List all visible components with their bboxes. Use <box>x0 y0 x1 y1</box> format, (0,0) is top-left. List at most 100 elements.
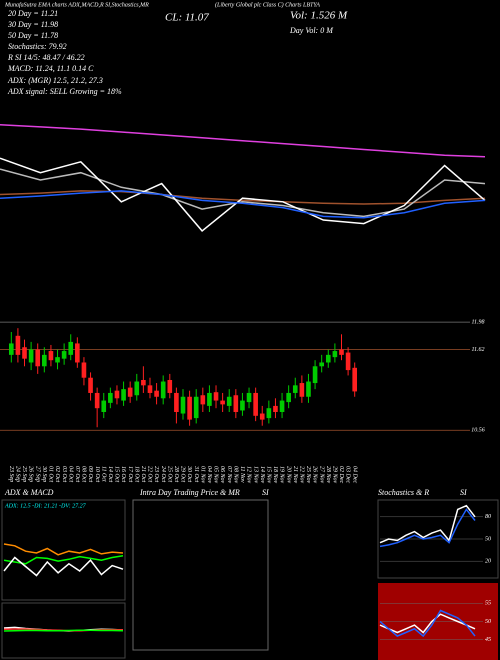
y-tick-label: 55 <box>485 601 491 607</box>
series-line <box>379 504 476 544</box>
candle-body <box>101 400 107 412</box>
stat: ADX: (MGR) 12.5, 21.2, 27.3 <box>7 76 103 85</box>
candle-body <box>42 354 47 367</box>
candle-body <box>319 362 324 367</box>
x-tick-label: 31 Oct <box>193 465 199 482</box>
series-line <box>0 157 486 232</box>
candle-body <box>154 390 159 397</box>
candle-body <box>187 396 192 420</box>
candle-body <box>88 377 93 393</box>
x-tick-label: 29 Nov <box>332 466 338 484</box>
x-tick-label: 21 Nov <box>292 466 298 484</box>
intraday-panel <box>132 499 269 651</box>
x-tick-label: 28 Nov <box>325 466 331 484</box>
adx-label: ADX: 12.5 -DI: 21.21 -DV: 27.27 <box>4 503 87 509</box>
candle-body <box>312 366 318 384</box>
stat: MACD: 11.24, 11.1 0.14 C <box>7 64 94 73</box>
stat: R SI 14/5: 48.47 / 46.22 <box>7 53 85 62</box>
x-tick-label: 05 Nov <box>213 466 219 484</box>
candle-body <box>213 392 219 401</box>
x-tick-label: 30 Sep <box>41 465 47 482</box>
x-tick-label: 18 Nov <box>272 466 278 484</box>
candle-body <box>180 396 186 414</box>
candle-body <box>28 349 34 363</box>
candle-body <box>286 392 291 403</box>
panel-title: SI <box>460 488 467 497</box>
y-tick-label: 10.56 <box>471 428 485 434</box>
stat: 50 Day = 11.78 <box>8 31 58 40</box>
x-tick-label: 15 Nov <box>265 466 271 484</box>
candle-body <box>273 405 278 412</box>
x-tick-label: 26 Sep <box>28 466 34 482</box>
candle-body <box>259 413 265 420</box>
y-tick-label: 80 <box>485 514 491 520</box>
x-tick-label: 23 Sep <box>8 466 14 482</box>
x-tick-label: 01 Nov <box>199 466 205 484</box>
candle-body <box>61 351 67 359</box>
panel-title: SI <box>262 488 269 497</box>
candle-body <box>121 389 126 401</box>
x-tick-label: 24 Oct <box>160 466 167 482</box>
candle-body <box>108 392 113 403</box>
y-tick-label: 50 <box>485 536 491 542</box>
macd-panel <box>1 602 126 659</box>
x-tick-label: 02 Dec <box>338 466 344 483</box>
candle-body <box>193 396 199 419</box>
candle-body <box>147 385 153 393</box>
x-tick-label: 15 Oct <box>114 466 120 482</box>
x-tick-label: 16 Oct <box>120 466 126 482</box>
candle-body <box>141 380 146 386</box>
x-tick-label: 24 Sep <box>15 466 22 482</box>
y-tick-label: 45 <box>485 636 491 643</box>
x-tick-label: 08 Nov <box>232 466 238 484</box>
candle-body <box>68 341 74 355</box>
x-tick-label: 28 Oct <box>173 466 179 482</box>
candle-body <box>8 343 14 355</box>
x-tick-label: 21 Oct <box>140 466 146 482</box>
series-line <box>0 123 486 158</box>
series-line <box>3 556 124 577</box>
x-tick-label: 29 Oct <box>180 466 186 482</box>
candle-body <box>160 381 166 399</box>
y-tick-label: 20 <box>485 559 491 565</box>
stat: 30 Day = 11.98 <box>7 20 58 29</box>
x-tick-label: 07 Oct <box>74 466 80 482</box>
x-tick-label: 22 Oct <box>147 466 153 482</box>
candle-body <box>174 392 179 412</box>
series-line <box>3 543 124 556</box>
x-tick-label: 23 Oct <box>153 466 159 482</box>
x-tick-label: 27 Nov <box>318 466 324 484</box>
candle-body <box>167 380 173 393</box>
series-line <box>3 554 124 565</box>
x-tick-label: 04 Oct <box>67 466 74 482</box>
candle-body <box>325 354 331 363</box>
x-tick-label: 22 Nov <box>298 466 304 484</box>
x-tick-label: 07 Nov <box>226 466 232 484</box>
x-tick-label: 11 Nov <box>239 466 245 483</box>
x-tick-label: 09 Oct <box>87 466 93 482</box>
candle-body <box>15 335 21 355</box>
x-tick-label: 08 Oct <box>81 466 87 482</box>
x-tick-label: 25 Sep <box>21 466 27 482</box>
x-tick-label: 06 Nov <box>219 466 225 484</box>
x-tick-label: 20 Nov <box>285 466 291 484</box>
y-tick-label: 11.62 <box>471 347 484 353</box>
x-tick-label: 11 Oct <box>100 466 106 482</box>
close-price: CL: 11.07 <box>165 12 209 24</box>
x-tick-label: 12 Nov <box>246 466 252 484</box>
stat: Stochastics: 79.92 <box>8 42 67 51</box>
panel-title: Stochastics & R <box>378 488 429 497</box>
candle-body <box>266 408 272 419</box>
adx-panel <box>1 499 126 601</box>
x-tick-label: 30 Oct <box>186 465 192 482</box>
y-tick-label: 11.98 <box>471 319 484 325</box>
candle-body <box>253 392 258 416</box>
header-left: MunafaSutra EMA charts ADX,MACD,R SI,Sto… <box>4 1 149 8</box>
volume: Vol: 1.526 M <box>290 10 348 22</box>
header-right: (Liberty Global plc Class C) Charts LBTY… <box>215 1 320 8</box>
x-tick-label: 19 Nov <box>279 466 285 484</box>
candle-body <box>226 396 232 406</box>
candle-body <box>55 357 60 363</box>
candle-body <box>127 387 133 397</box>
